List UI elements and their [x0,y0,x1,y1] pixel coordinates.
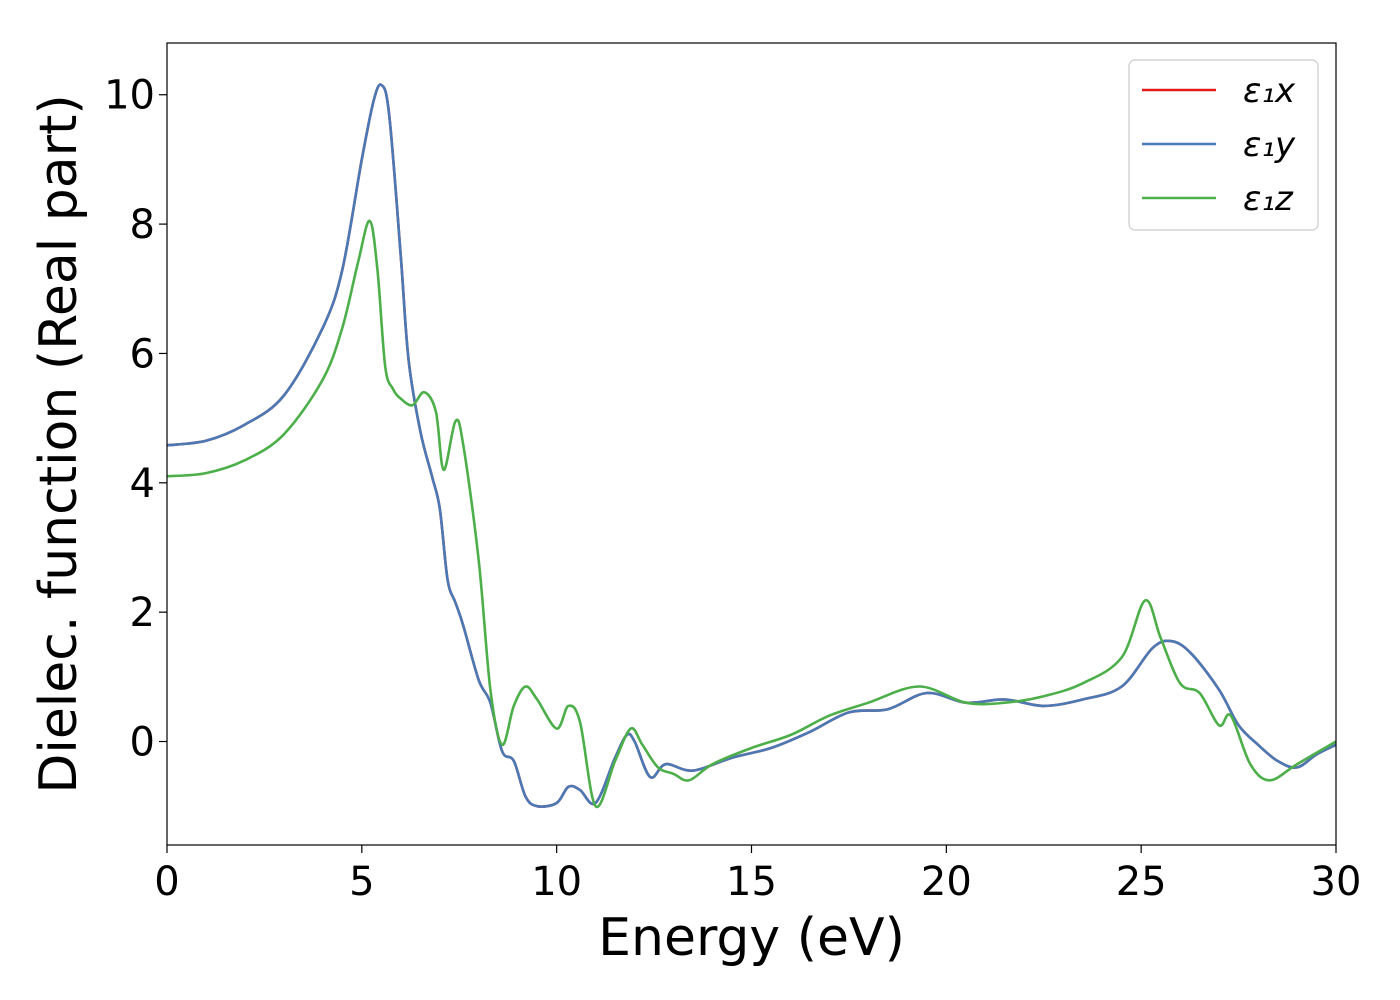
x-axis: 0 5 10 15 20 25 30 [154,845,1361,905]
legend-label: ε₁y [1243,125,1296,165]
series-layer [167,83,1336,808]
y-tick-label: 10 [104,73,155,119]
x-tick-label: 30 [1311,859,1362,905]
legend: ε₁x ε₁y ε₁z [1128,59,1319,231]
series-line-3 [167,219,1336,808]
legend-box [1128,59,1319,231]
x-axis-label: Energy (eV) [598,908,905,968]
y-tick-label: 2 [130,590,155,636]
y-tick-label: 0 [130,720,155,766]
legend-label: ε₁x [1243,71,1296,111]
y-tick-label: 6 [130,331,155,377]
y-axis: 0 2 4 6 8 10 [104,73,167,766]
legend-label: ε₁z [1243,179,1294,219]
x-tick-label: 10 [531,859,582,905]
x-tick-label: 15 [726,859,777,905]
series-line-2 [167,83,1336,808]
y-axis-label: Dielec. function (Real part) [29,94,89,793]
x-tick-label: 5 [349,859,374,905]
y-tick-label: 8 [130,202,155,248]
y-tick-label: 4 [130,461,155,507]
x-tick-label: 25 [1116,859,1167,905]
x-tick-label: 20 [921,859,972,905]
x-tick-label: 0 [154,859,179,905]
